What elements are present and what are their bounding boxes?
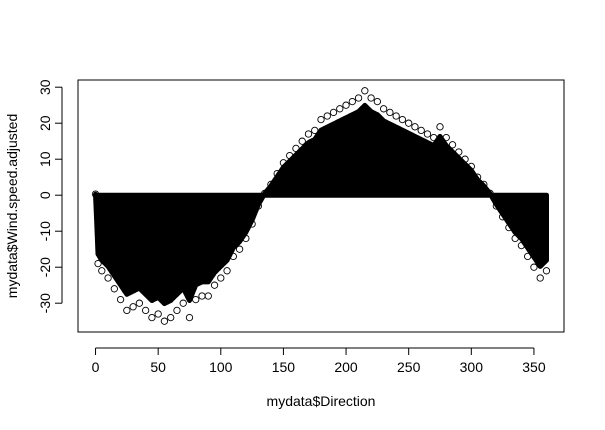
data-point <box>342 101 350 109</box>
data-point <box>411 123 419 131</box>
data-point <box>329 108 338 117</box>
data-point <box>423 130 432 138</box>
x-axis: 0 50 100 150 200 250 300 350 <box>92 347 546 375</box>
plot-box <box>77 79 565 333</box>
y-tick-label: -10 <box>37 221 53 241</box>
data-point <box>398 115 407 124</box>
data-point <box>417 126 425 135</box>
x-tick-label: 100 <box>209 359 233 375</box>
data-point <box>192 295 200 304</box>
data-point <box>235 245 244 253</box>
data-point <box>198 292 206 300</box>
data-point <box>367 94 375 102</box>
y-tick-label: -30 <box>37 293 53 313</box>
data-layer <box>91 87 551 325</box>
data-point <box>148 313 156 322</box>
y-tick-label: 10 <box>37 151 53 167</box>
data-point <box>348 97 356 106</box>
x-tick-label: 150 <box>272 359 296 375</box>
x-tick-label: 0 <box>92 359 100 375</box>
data-point <box>536 274 544 282</box>
data-point <box>129 303 137 311</box>
data-point <box>530 263 538 271</box>
data-point <box>448 141 457 149</box>
data-point <box>354 94 363 102</box>
data-point <box>405 119 413 127</box>
x-axis-title: mydata$Direction <box>267 393 376 409</box>
data-point <box>386 108 394 117</box>
data-point <box>298 137 306 145</box>
y-tick-label: 20 <box>37 115 53 131</box>
data-point <box>210 281 219 289</box>
data-point <box>323 112 331 120</box>
data-point <box>173 306 181 315</box>
y-axis-title: mydata$Wind.speed.adjusted <box>4 114 20 298</box>
data-point <box>135 299 144 307</box>
x-tick-label: 50 <box>150 359 166 375</box>
y-tick-label: -20 <box>37 257 53 277</box>
y-tick-label: 0 <box>37 191 53 199</box>
data-point <box>116 295 125 304</box>
data-point <box>223 267 231 275</box>
data-point <box>204 292 212 300</box>
x-tick-label: 350 <box>522 359 546 375</box>
data-point <box>110 285 118 293</box>
data-point <box>304 130 313 138</box>
data-point <box>217 274 225 282</box>
data-point <box>379 105 388 113</box>
data-point <box>154 310 162 318</box>
data-point <box>336 105 344 113</box>
data-point <box>317 115 325 124</box>
data-point <box>373 97 382 106</box>
y-axis: -30 -20 -10 0 10 20 30 <box>37 79 63 313</box>
x-tick-label: 250 <box>397 359 421 375</box>
data-point <box>361 87 369 95</box>
data-point <box>98 267 106 275</box>
x-tick-label: 300 <box>460 359 484 375</box>
data-point <box>104 274 112 282</box>
data-point <box>542 267 551 275</box>
data-point <box>185 313 194 322</box>
data-point <box>160 317 169 325</box>
data-point <box>94 259 102 268</box>
data-point <box>436 123 444 131</box>
point-cloud <box>93 102 549 307</box>
data-point <box>392 112 400 120</box>
data-point <box>167 313 175 322</box>
y-tick-label: 30 <box>37 79 53 95</box>
data-point <box>141 306 150 315</box>
x-tick-label: 200 <box>334 359 358 375</box>
data-point <box>123 306 131 315</box>
data-point <box>179 299 187 307</box>
